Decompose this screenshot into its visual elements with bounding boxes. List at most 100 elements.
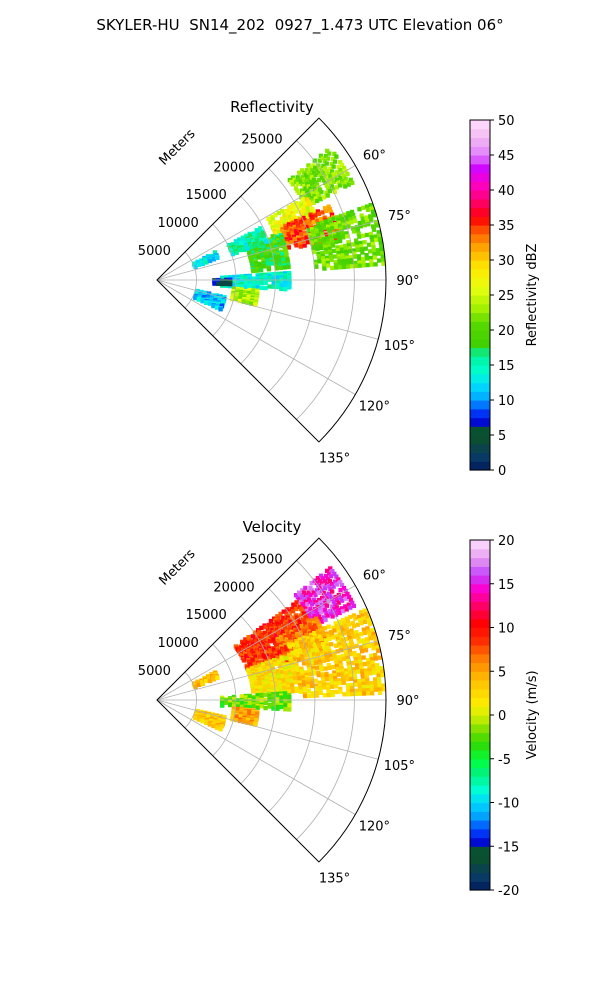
echo-cell (313, 213, 318, 218)
echo-cell (310, 637, 315, 642)
echo-cell (232, 697, 237, 702)
echo-cell (350, 661, 355, 666)
echo-cell (350, 631, 355, 636)
echo-cell (338, 595, 343, 600)
echo-cell (351, 248, 357, 253)
echo-cell (381, 258, 386, 263)
echo-cell (303, 622, 308, 627)
echo-cell (331, 164, 336, 169)
echo-cell (232, 244, 237, 249)
echo-cell (322, 158, 327, 163)
echo-cell (307, 193, 312, 198)
echo-cell (354, 225, 360, 230)
echo-cell (282, 233, 288, 238)
echo-cell (324, 221, 330, 227)
echo-cell (303, 693, 308, 699)
colorbar-segment (470, 356, 490, 366)
echo-cell (298, 606, 304, 612)
echo-cell (321, 605, 326, 610)
echo-cell (380, 254, 385, 259)
echo-cell (247, 285, 252, 290)
echo-cell (311, 219, 316, 225)
echo-cell (310, 217, 315, 222)
echo-cell (334, 661, 339, 666)
echo-cell (323, 173, 328, 178)
echo-cell (257, 663, 262, 668)
echo-cell (346, 689, 351, 694)
echo-cell (310, 661, 315, 666)
echo-cell (338, 168, 343, 173)
echo-cell (257, 654, 263, 659)
echo-cell (348, 638, 354, 644)
echo-cell (325, 236, 330, 241)
echo-cell (327, 608, 332, 614)
echo-cell (327, 636, 332, 641)
echo-cell (322, 626, 328, 631)
echo-cell (314, 688, 319, 693)
echo-cell (206, 292, 212, 297)
echo-cell (312, 193, 317, 199)
echo-cell (309, 609, 314, 614)
echo-cell (339, 583, 345, 588)
echo-cell (316, 583, 321, 588)
echo-cell (344, 652, 349, 658)
echo-cell (259, 688, 264, 693)
echo-cell (324, 610, 329, 615)
echo-cell (321, 178, 326, 183)
echo-cell (363, 648, 369, 653)
echo-cell (262, 630, 267, 635)
echo-cell (214, 725, 220, 730)
echo-cell (376, 648, 381, 653)
echo-cell (274, 223, 279, 229)
echo-cell (350, 600, 355, 605)
echo-cell (318, 197, 323, 202)
echo-cell (315, 629, 320, 634)
echo-cell (300, 671, 305, 676)
echo-cell (349, 258, 354, 263)
echo-cell (314, 241, 319, 246)
echo-cell (355, 663, 360, 668)
echo-cell (330, 690, 335, 695)
echo-cell (329, 257, 334, 262)
echo-cell (337, 220, 342, 226)
echo-cell (354, 691, 359, 696)
echo-cell (348, 255, 354, 260)
echo-cell (334, 185, 339, 190)
echo-cell (297, 680, 303, 685)
echo-cell (372, 255, 378, 260)
echo-cell (314, 609, 319, 614)
echo-cell (332, 254, 338, 259)
echo-cell (333, 655, 338, 661)
echo-cell (315, 218, 320, 223)
echo-cell (300, 644, 305, 649)
echo-cell (352, 624, 357, 629)
colorbar-segment (470, 566, 490, 576)
echo-cell (348, 177, 353, 182)
echo-cell (263, 706, 268, 711)
echo-cell (304, 222, 309, 227)
echo-cell (316, 670, 321, 675)
echo-cell (247, 705, 252, 710)
echo-cell (334, 684, 339, 689)
echo-cell (318, 585, 323, 591)
echo-cell (293, 627, 298, 632)
echo-cell (362, 641, 367, 646)
echo-cell (329, 656, 334, 661)
echo-cell (336, 577, 341, 582)
echo-cell (256, 242, 261, 247)
echo-cell (346, 594, 352, 599)
azimuth-spoke (156, 699, 356, 815)
echo-cell (347, 648, 352, 654)
echo-cell (355, 247, 361, 253)
echo-cell (204, 720, 209, 725)
echo-cell (290, 682, 295, 687)
radial-tick-label: 10000 (157, 636, 198, 651)
colorbar-segment (470, 645, 490, 655)
colorbar-segment (470, 776, 490, 786)
echo-cell (329, 161, 334, 167)
colorbar-tick-label: 5 (498, 429, 506, 444)
echo-cell (234, 250, 239, 255)
echo-cell (326, 171, 331, 176)
echo-cell (324, 219, 329, 224)
echo-cell (255, 649, 260, 655)
